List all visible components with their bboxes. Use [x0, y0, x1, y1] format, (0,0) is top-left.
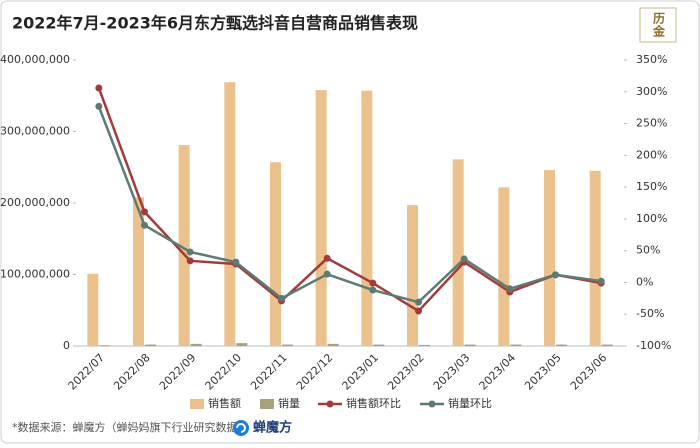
y2-tick-label: 300% — [636, 85, 667, 98]
line-point — [278, 294, 285, 302]
bar — [464, 344, 476, 346]
bar — [498, 187, 510, 346]
legend-swatch — [260, 399, 274, 409]
legend-label: 销售额 — [208, 396, 241, 410]
y2-tick-label: 250% — [636, 117, 667, 130]
bar — [544, 170, 555, 346]
line-point — [186, 257, 194, 265]
line — [97, 105, 602, 304]
legend-swatch-dot — [428, 400, 436, 408]
y2-tick-label: 150% — [636, 180, 667, 193]
y2-tick-label: 350% — [636, 53, 667, 66]
bar — [419, 344, 430, 346]
line-point — [369, 286, 377, 294]
bar — [601, 344, 613, 346]
line — [97, 87, 602, 313]
badge-box — [639, 7, 677, 43]
bar — [99, 345, 111, 347]
bar — [270, 162, 281, 346]
y-tick-label: 400,000,000 — [0, 53, 70, 66]
bar — [510, 344, 522, 346]
brand-icon-glyph — [236, 423, 246, 433]
line-point — [460, 255, 468, 263]
line-point — [95, 84, 103, 92]
line-point — [232, 258, 240, 266]
bar — [556, 344, 567, 346]
bar — [282, 344, 293, 346]
line-point — [141, 208, 148, 216]
bar — [190, 343, 202, 346]
brand-icon — [233, 420, 249, 436]
bar — [361, 90, 373, 347]
line-point — [415, 298, 422, 306]
line-point — [415, 307, 422, 315]
bar — [315, 90, 327, 346]
y-tick-label: 300,000,000 — [0, 125, 70, 138]
bar — [145, 344, 156, 346]
y2-tick-label: 100% — [636, 212, 667, 225]
line-point — [141, 221, 148, 229]
legend-label: 销售额环比 — [346, 396, 401, 410]
bar — [87, 273, 99, 346]
y2-tick-label: 50% — [636, 244, 660, 257]
line-point — [369, 279, 377, 287]
line-point — [323, 270, 331, 278]
bar — [373, 344, 385, 346]
y-tick-label: 200,000,000 — [0, 196, 70, 209]
y2-tick-label: 0% — [636, 275, 653, 288]
bar — [327, 343, 339, 346]
y2-tick-label: -100% — [636, 339, 671, 352]
y2-tick-label: -50% — [636, 307, 664, 320]
chart-title: 2022年7月-2023年6月东方甄选抖音自营商品销售表现 — [12, 14, 418, 33]
bar — [236, 343, 248, 346]
bar — [224, 82, 236, 346]
bar — [452, 159, 464, 346]
line-point — [323, 254, 331, 262]
bar — [178, 145, 190, 346]
badge: 历金 — [652, 12, 666, 38]
bar — [589, 170, 601, 346]
bar — [407, 205, 418, 346]
y-tick-label: 0 — [63, 339, 70, 352]
footer-source: *数据来源：蝉魔方（蝉妈妈旗下行业研究数据） — [12, 420, 249, 434]
line-point — [186, 248, 194, 256]
bar — [133, 197, 144, 346]
legend-label: 销量 — [278, 396, 300, 410]
legend-swatch-dot — [326, 400, 334, 408]
y-tick-label: 100,000,000 — [0, 268, 70, 281]
y2-tick-label: 200% — [636, 148, 667, 161]
line-point — [597, 277, 605, 285]
line-point — [552, 271, 559, 279]
line-point — [95, 102, 103, 110]
footer-brand: 蝉魔方 — [253, 420, 292, 436]
legend-swatch — [190, 399, 204, 409]
line-point — [506, 285, 514, 293]
legend-label: 销量环比 — [448, 396, 492, 410]
